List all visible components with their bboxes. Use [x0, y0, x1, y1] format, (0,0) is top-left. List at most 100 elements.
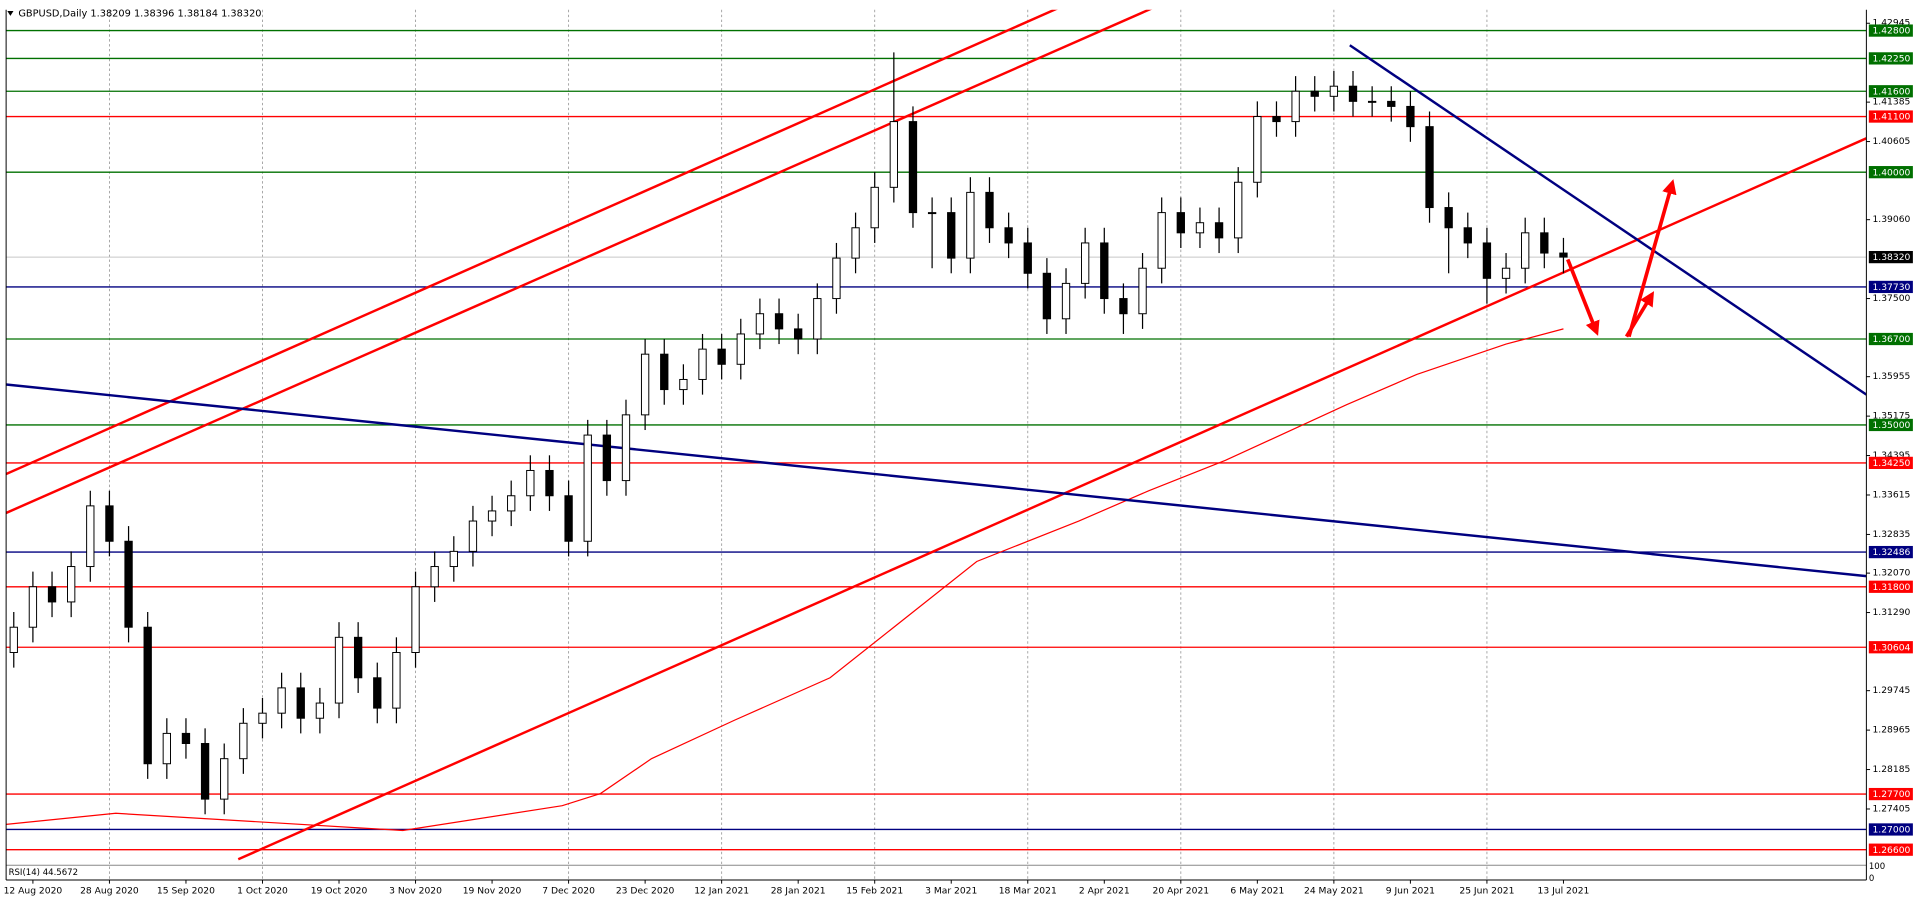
candle-body [1406, 105, 1415, 128]
candle-body [621, 414, 631, 482]
levels [6, 29, 1867, 851]
candle-body [1367, 100, 1377, 103]
y-tick-label: 1.37500 [1872, 293, 1910, 304]
candle-body [1540, 232, 1549, 254]
candle-body [67, 566, 76, 603]
candle-body [1042, 272, 1052, 320]
candle-body [143, 626, 152, 765]
rsi-tick-label: 100 [1869, 862, 1885, 872]
level-box [1868, 166, 1913, 179]
rsi-label: RSI(14) 44.5672 [9, 868, 79, 878]
level-label: 1.30604 [1872, 642, 1910, 653]
y-tick-label: 1.40605 [1872, 136, 1910, 147]
candle-body [832, 257, 841, 300]
level-box [1868, 418, 1913, 432]
y-tick-label: 1.42945 [1872, 18, 1910, 29]
candle-body [1482, 242, 1492, 279]
candle-body [1272, 116, 1281, 123]
x-tick-label: 2 Apr 2021 [1079, 885, 1130, 896]
forecast-arrows [1566, 179, 1677, 338]
candle-body [774, 313, 784, 330]
trendline [6, 383, 1867, 578]
x-tick-label: 28 Aug 2020 [80, 885, 139, 896]
candle-body [870, 186, 879, 229]
candle-body [1138, 267, 1147, 315]
candle-body [698, 348, 707, 380]
candle-body [47, 586, 57, 603]
candle-body [889, 121, 898, 188]
level-label: 1.36700 [1872, 334, 1910, 345]
candle-body [1387, 100, 1396, 107]
candle-body [583, 434, 592, 542]
candle-body [1329, 85, 1339, 97]
candle-body [1559, 252, 1568, 258]
current-price-label: 1.38320 [1872, 252, 1910, 263]
candle-body [1521, 232, 1530, 269]
menu-triangle [7, 11, 14, 16]
candle-body [794, 328, 803, 340]
y-tick-label: 1.27405 [1872, 803, 1910, 814]
candle-body [353, 636, 363, 679]
candle-body [564, 495, 573, 542]
level-label: 1.27700 [1872, 789, 1910, 800]
trendline [6, 9, 1058, 476]
candle-body [1061, 282, 1071, 320]
candle-body [1023, 242, 1032, 274]
x-tick-label: 7 Dec 2020 [542, 885, 595, 896]
trendline [237, 137, 1867, 861]
trendline [1349, 44, 1867, 396]
candle-body [1234, 181, 1243, 239]
candle-body [200, 743, 210, 800]
level-box [1868, 110, 1913, 123]
candle-body [851, 227, 860, 259]
candle-body [277, 687, 286, 714]
x-tick-label: 19 Nov 2020 [463, 885, 522, 896]
candle-body [640, 353, 650, 416]
x-tick-label: 9 Jun 2021 [1386, 885, 1435, 896]
x-tick-label: 28 Jan 2021 [771, 885, 826, 896]
candle-body [966, 191, 975, 259]
level-label: 1.40000 [1872, 167, 1910, 178]
candle-body [1425, 126, 1434, 209]
candle-body [1291, 90, 1300, 123]
candle-body [1195, 222, 1205, 234]
candle-body [1080, 242, 1090, 284]
level-label: 1.42250 [1872, 54, 1910, 65]
level-label: 1.27000 [1872, 825, 1910, 836]
moving-average [6, 328, 1564, 832]
x-tick-label: 18 Mar 2021 [999, 885, 1057, 896]
candle-body [908, 121, 918, 214]
candle-body [660, 353, 669, 391]
level-box [1868, 456, 1913, 470]
x-tick-label: 12 Aug 2020 [4, 885, 63, 896]
y-tick-label: 1.28965 [1872, 725, 1910, 736]
candle-body [124, 540, 133, 628]
candle-body [86, 505, 95, 568]
candle-body [9, 626, 18, 653]
candle-body [1348, 85, 1358, 102]
y-tick-label: 1.33615 [1872, 489, 1910, 500]
candle-body [373, 677, 382, 709]
plot-area [6, 9, 1867, 861]
candle-body [1253, 116, 1262, 183]
level-box [1868, 52, 1913, 65]
level-box [1868, 843, 1913, 856]
candle-body [1176, 212, 1185, 234]
arrow [1566, 258, 1600, 336]
level-box [1868, 24, 1913, 37]
candle-body [507, 495, 516, 512]
axes: 1.42945 1.41385 1.40605 1.39060 1.37500 1.359… [4, 18, 1913, 896]
chart-title: GBPUSD,Daily 1.38209 1.38396 1.38184 1.3… [18, 8, 261, 19]
candle-body [105, 505, 114, 542]
x-tick-label: 1 Oct 2020 [237, 885, 288, 896]
level-label: 1.31800 [1872, 582, 1910, 593]
candle-body [315, 702, 325, 719]
candle-body [1463, 227, 1472, 244]
level-box [1868, 787, 1913, 801]
candle-body [258, 712, 267, 724]
candle-body [755, 313, 765, 335]
y-tick-label: 1.35175 [1872, 411, 1910, 422]
candle-body [411, 586, 420, 653]
